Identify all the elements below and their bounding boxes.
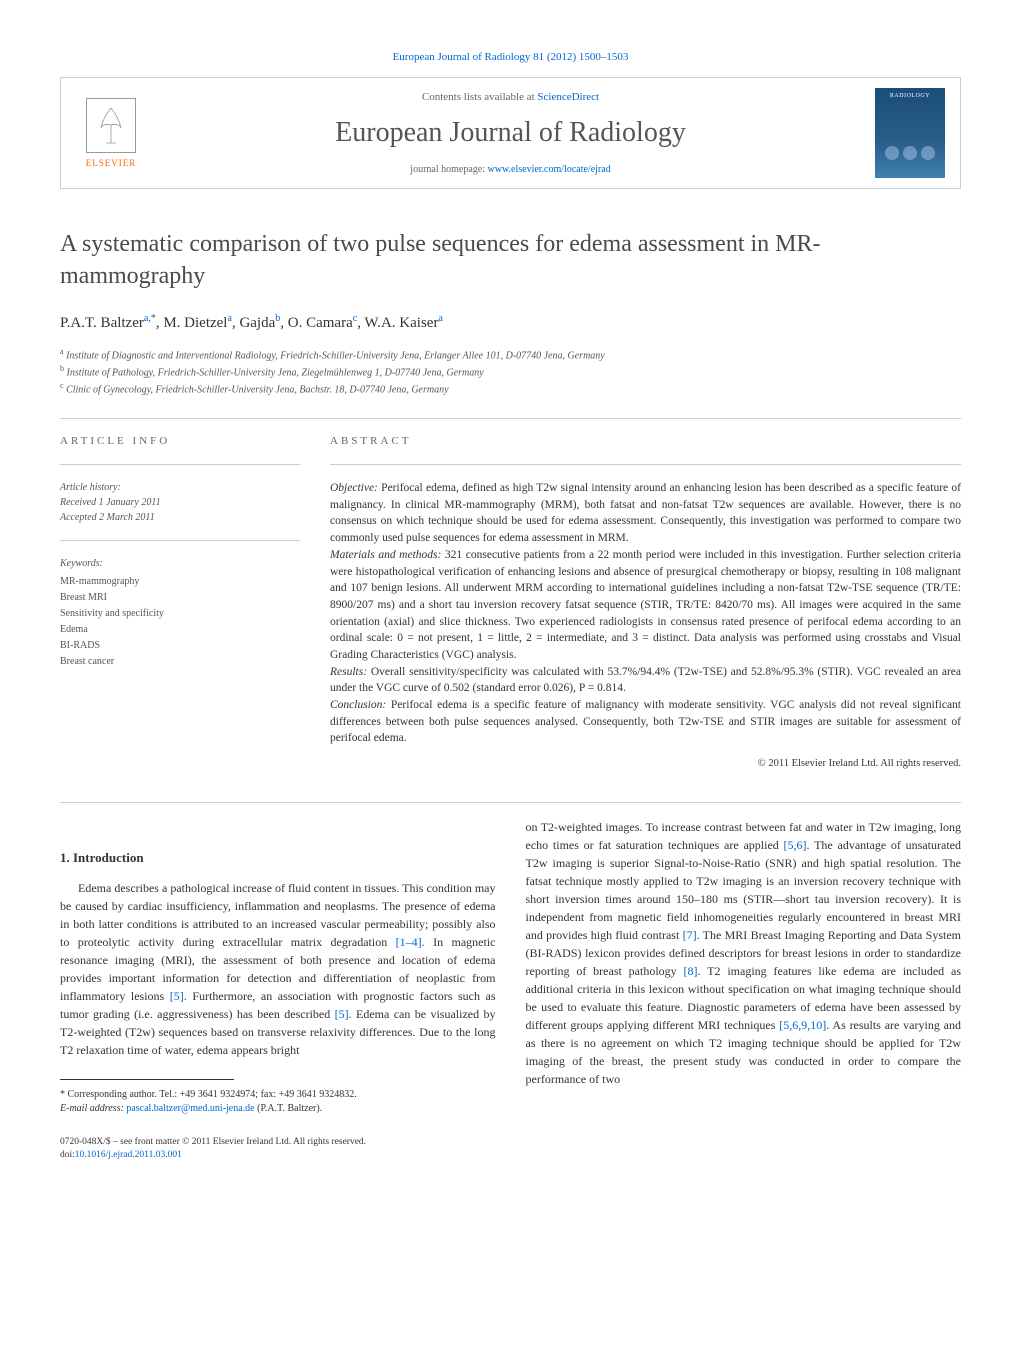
ref-link[interactable]: [5,6,9,10] — [779, 1018, 826, 1032]
journal-header-citation: European Journal of Radiology 81 (2012) … — [60, 50, 961, 65]
footnote-separator — [60, 1079, 234, 1080]
body-columns: 1. Introduction Edema describes a pathol… — [60, 818, 961, 1163]
elsevier-label: ELSEVIER — [86, 157, 137, 170]
keywords-block: Keywords: MR-mammographyBreast MRISensit… — [60, 556, 300, 670]
received-date: Received 1 January 2011 — [60, 497, 161, 508]
keyword-item: Edema — [60, 622, 300, 638]
keyword-item: Breast MRI — [60, 590, 300, 606]
conclusion-text: Perifocal edema is a specific feature of… — [330, 699, 961, 744]
journal-masthead-box: ELSEVIER Contents lists available at Sci… — [60, 77, 961, 189]
elsevier-tree-icon — [86, 98, 136, 153]
article-info-column: ARTICLE INFO Article history: Received 1… — [60, 434, 300, 772]
cover-thumb-graphic — [885, 146, 935, 160]
doi-line: doi:10.1016/j.ejrad.2011.03.001 — [60, 1149, 496, 1162]
accepted-date: Accepted 2 March 2011 — [60, 512, 155, 523]
journal-title: European Journal of Radiology — [146, 113, 875, 152]
ref-link[interactable]: [5,6] — [784, 838, 807, 852]
divider — [330, 464, 961, 465]
divider — [60, 418, 961, 419]
issn-copyright: 0720-048X/$ – see front matter © 2011 El… — [60, 1136, 496, 1149]
results-label: Results: — [330, 666, 367, 678]
body-column-left: 1. Introduction Edema describes a pathol… — [60, 818, 496, 1163]
history-label: Article history: — [60, 482, 121, 493]
doi-link[interactable]: 10.1016/j.ejrad.2011.03.001 — [75, 1150, 182, 1160]
footnote-tel: * Corresponding author. Tel.: +49 3641 9… — [60, 1088, 496, 1102]
ref-link[interactable]: [5] — [335, 1007, 349, 1021]
conclusion-label: Conclusion: — [330, 699, 386, 711]
body-column-right: on T2-weighted images. To increase contr… — [526, 818, 962, 1163]
keyword-item: Breast cancer — [60, 654, 300, 670]
methods-text: 321 consecutive patients from a 22 month… — [330, 549, 961, 661]
keyword-item: MR-mammography — [60, 574, 300, 590]
ref-link[interactable]: [7] — [683, 928, 697, 942]
homepage-link[interactable]: www.elsevier.com/locate/ejrad — [488, 164, 611, 175]
journal-homepage-line: journal homepage: www.elsevier.com/locat… — [146, 163, 875, 177]
contents-available-prefix: Contents lists available at — [422, 91, 537, 103]
masthead-center: Contents lists available at ScienceDirec… — [146, 90, 875, 177]
info-abstract-row: ARTICLE INFO Article history: Received 1… — [60, 434, 961, 772]
homepage-prefix: journal homepage: — [410, 164, 487, 175]
article-history: Article history: Received 1 January 2011… — [60, 480, 300, 525]
email-link[interactable]: pascal.baltzer@med.uni-jena.de — [126, 1103, 254, 1114]
divider — [60, 802, 961, 803]
methods-label: Materials and methods: — [330, 549, 441, 561]
cover-thumb-label: RADIOLOGY — [890, 92, 930, 100]
copyright-line: © 2011 Elsevier Ireland Ltd. All rights … — [330, 757, 961, 772]
footer-info: 0720-048X/$ – see front matter © 2011 El… — [60, 1136, 496, 1163]
journal-cover-thumbnail: RADIOLOGY — [875, 88, 945, 178]
abstract-text: Objective: Perifocal edema, defined as h… — [330, 480, 961, 747]
keywords-label: Keywords: — [60, 556, 300, 572]
abstract-column: ABSTRACT Objective: Perifocal edema, def… — [330, 434, 961, 772]
introduction-heading: 1. Introduction — [60, 848, 496, 868]
ref-link[interactable]: [1–4] — [396, 935, 422, 949]
corresponding-author-footnote: * Corresponding author. Tel.: +49 3641 9… — [60, 1088, 496, 1116]
article-info-heading: ARTICLE INFO — [60, 434, 300, 449]
abstract-heading: ABSTRACT — [330, 434, 961, 449]
affiliation-b: b Institute of Pathology, Friedrich-Schi… — [60, 363, 961, 380]
objective-text: Perifocal edema, defined as high T2w sig… — [330, 482, 961, 544]
page-container: European Journal of Radiology 81 (2012) … — [0, 0, 1021, 1213]
affiliation-a: a Institute of Diagnostic and Interventi… — [60, 346, 961, 363]
intro-paragraph-2: on T2-weighted images. To increase contr… — [526, 818, 962, 1088]
results-text: Overall sensitivity/specificity was calc… — [330, 666, 961, 695]
article-title: A systematic comparison of two pulse seq… — [60, 229, 961, 291]
ref-link[interactable]: [5] — [170, 989, 184, 1003]
intro-paragraph-1: Edema describes a pathological increase … — [60, 879, 496, 1059]
keyword-item: Sensitivity and specificity — [60, 606, 300, 622]
contents-available-line: Contents lists available at ScienceDirec… — [146, 90, 875, 105]
keywords-list: MR-mammographyBreast MRISensitivity and … — [60, 574, 300, 670]
divider — [60, 464, 300, 465]
divider — [60, 540, 300, 541]
affiliation-c: c Clinic of Gynecology, Friedrich-Schill… — [60, 380, 961, 397]
keyword-item: BI-RADS — [60, 638, 300, 654]
authors-list: P.A.T. Baltzera,*, M. Dietzela, Gajdab, … — [60, 312, 961, 334]
objective-label: Objective: — [330, 482, 378, 494]
tree-icon — [91, 103, 131, 148]
ref-link[interactable]: [8] — [684, 964, 698, 978]
affiliations: a Institute of Diagnostic and Interventi… — [60, 346, 961, 398]
elsevier-logo: ELSEVIER — [76, 93, 146, 173]
footnote-email-line: E-mail address: pascal.baltzer@med.uni-j… — [60, 1102, 496, 1116]
sciencedirect-link[interactable]: ScienceDirect — [537, 91, 599, 103]
